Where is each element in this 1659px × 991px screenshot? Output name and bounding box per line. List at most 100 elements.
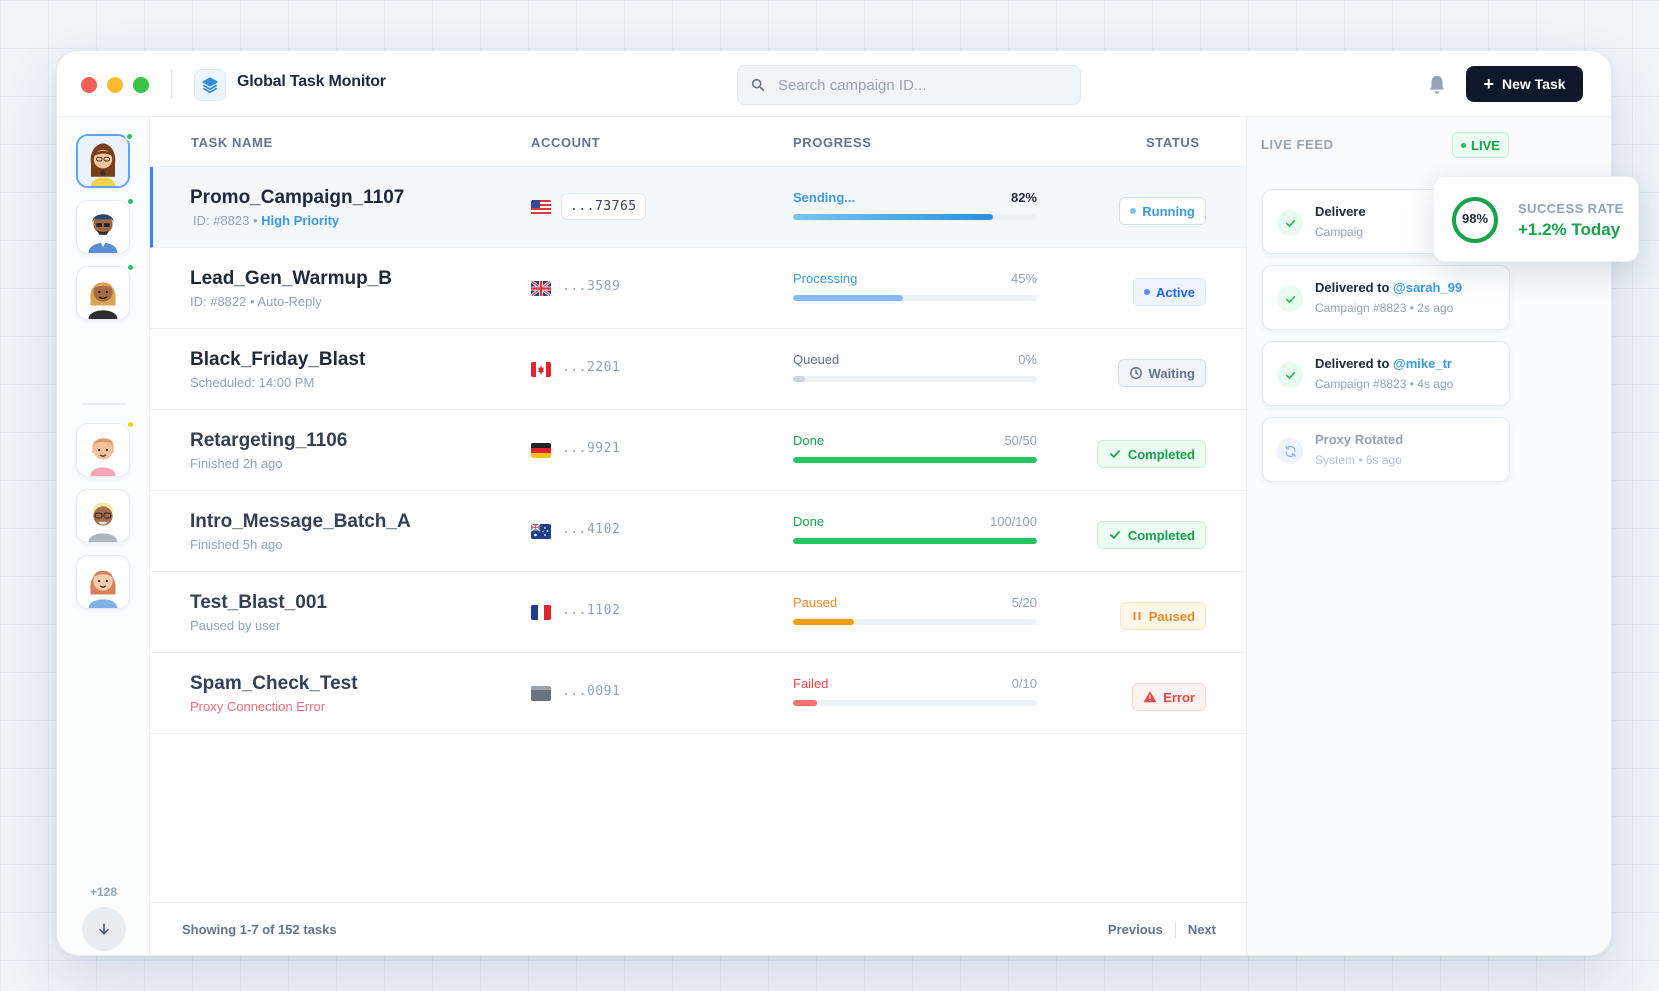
table-row[interactable]: Lead_Gen_Warmup_B ID: #8822 • Auto-Reply… <box>150 248 1246 329</box>
pagination-divider <box>1174 922 1176 937</box>
header-task-name[interactable]: TASK NAME <box>191 135 273 150</box>
progress-value: 0% <box>1018 352 1037 367</box>
table-row[interactable]: Black_Friday_Blast Scheduled: 14:00 PM .… <box>150 329 1246 410</box>
avatar-user-5[interactable] <box>76 489 130 543</box>
status-label: Completed <box>1127 527 1195 543</box>
flag-unknown-icon <box>531 686 551 701</box>
feed-item[interactable]: Delivered to @sarah_99 Campaign #8823 • … <box>1262 265 1510 330</box>
feed-item-text: Delivered to <box>1315 356 1394 371</box>
header-progress[interactable]: PROGRESS <box>793 135 872 150</box>
table-row[interactable]: Spam_Check_Test Proxy Connection Error .… <box>150 653 1246 734</box>
avatar-user-3[interactable] <box>76 263 135 320</box>
more-users-count: +128 <box>89 885 118 899</box>
task-name[interactable]: Test_Blast_001 <box>190 592 327 613</box>
new-task-button[interactable]: + New Task <box>1466 66 1583 102</box>
flag-us-icon <box>531 200 551 215</box>
feed-item-meta: System • 6s ago <box>1315 453 1402 467</box>
minimize-window-button[interactable] <box>107 77 123 93</box>
table-row[interactable]: Intro_Message_Batch_A Finished 5h ago ..… <box>150 491 1246 572</box>
check-icon <box>1109 531 1120 539</box>
task-name[interactable]: Black_Friday_Blast <box>190 349 366 370</box>
task-subtitle-text: ID: #8822 • Auto-Reply <box>190 294 322 309</box>
task-name[interactable]: Promo_Campaign_1107 <box>190 187 405 208</box>
scroll-down-button[interactable] <box>82 907 126 951</box>
status-badge-paused: Paused <box>1119 602 1206 630</box>
live-badge: LIVE <box>1452 132 1509 158</box>
check-icon <box>1277 210 1303 236</box>
table-row[interactable]: Retargeting_1106 Finished 2h ago ...9921… <box>150 410 1246 491</box>
feed-item-text: Delivered to <box>1315 280 1394 295</box>
task-subtitle-text: Finished 2h ago <box>190 456 283 471</box>
success-rate-card: 98% SUCCESS RATE +1.2% Today <box>1433 176 1639 262</box>
progress-fill <box>793 538 1037 544</box>
status-label: Paused <box>1148 608 1195 624</box>
task-name[interactable]: Spam_Check_Test <box>190 673 358 694</box>
header-account[interactable]: ACCOUNT <box>531 135 601 150</box>
pause-icon <box>1133 612 1141 620</box>
previous-page-button[interactable]: Previous <box>1107 922 1163 937</box>
progress-value: 100/100 <box>990 514 1037 529</box>
account-id: ...0091 <box>562 684 621 699</box>
feed-item[interactable]: Proxy Rotated System • 6s ago <box>1262 417 1510 482</box>
feed-item[interactable]: Delivered to @mike_tr Campaign #8823 • 4… <box>1262 341 1510 406</box>
table-row[interactable]: Test_Blast_001 Paused by user ...1102 Pa… <box>150 572 1246 653</box>
flag-ca-icon <box>531 362 551 377</box>
progress-value: 50/50 <box>1004 433 1037 448</box>
status-dot-icon <box>1143 289 1150 295</box>
account-id: ...2201 <box>562 360 621 375</box>
status-badge-waiting: Waiting <box>1117 359 1206 387</box>
task-subtitle: Finished 5h ago <box>190 537 283 552</box>
account-id[interactable]: ...73765 <box>561 193 646 220</box>
progress-label: Sending... <box>793 190 856 205</box>
progress-label: Processing <box>793 271 858 286</box>
progress-label: Failed <box>793 676 829 691</box>
header-status[interactable]: STATUS <box>1146 135 1200 150</box>
new-task-label: New Task <box>1501 76 1566 92</box>
success-rate-percent: 98% <box>1461 211 1489 226</box>
account-id: ...3589 <box>562 279 621 294</box>
task-name[interactable]: Lead_Gen_Warmup_B <box>190 268 393 289</box>
progress-bar <box>793 376 1037 382</box>
feed-item-user[interactable]: @mike_tr <box>1393 356 1452 371</box>
avatar-user-4[interactable] <box>76 420 135 477</box>
status-label: Waiting <box>1148 365 1195 381</box>
avatar-user-2[interactable] <box>76 197 135 254</box>
pagination-summary: Showing 1-7 of 152 tasks <box>182 922 337 937</box>
flag-fr-icon <box>531 605 551 620</box>
user-rail: +128 <box>57 117 150 955</box>
task-subtitle: Finished 2h ago <box>190 456 283 471</box>
task-subtitle-text: Scheduled: 14:00 PM <box>190 375 315 390</box>
title-divider <box>171 69 172 99</box>
search-box[interactable] <box>737 65 1081 105</box>
feed-item-meta: Campaig <box>1315 225 1364 239</box>
maximize-window-button[interactable] <box>133 77 149 93</box>
presence-away-indicator <box>126 420 135 429</box>
feed-item-meta: Campaign #8823 • 4s ago <box>1315 377 1454 391</box>
table-header: TASK NAME ACCOUNT PROGRESS STATUS <box>150 117 1246 167</box>
close-window-button[interactable] <box>81 77 97 93</box>
progress-value: 45% <box>1010 271 1037 286</box>
table-row[interactable]: Promo_Campaign_1107 ID: #8823 • High Pri… <box>150 167 1246 248</box>
task-name[interactable]: Retargeting_1106 <box>190 430 348 451</box>
progress-label: Paused <box>793 595 838 610</box>
search-input[interactable] <box>778 66 1068 104</box>
flag-au-icon <box>531 524 551 539</box>
success-rate-label: SUCCESS RATE <box>1518 201 1624 216</box>
bell-icon[interactable] <box>1426 73 1448 97</box>
table-footer: Showing 1-7 of 152 tasks Previous Next <box>150 902 1246 955</box>
feed-item-user[interactable]: @sarah_99 <box>1393 280 1463 295</box>
avatar-user-6[interactable] <box>76 555 130 609</box>
feed-item-text: Delivere <box>1315 204 1366 219</box>
progress-bar <box>793 538 1037 544</box>
account-id: ...1102 <box>562 603 621 618</box>
status-badge-running: Running <box>1119 197 1206 225</box>
progress-label: Queued <box>793 352 840 367</box>
next-page-button[interactable]: Next <box>1187 922 1216 937</box>
search-icon <box>751 78 765 92</box>
task-subtitle-text: Finished 5h ago <box>190 537 283 552</box>
progress-bar <box>793 214 1037 220</box>
avatar-user-1[interactable] <box>76 132 134 188</box>
task-name[interactable]: Intro_Message_Batch_A <box>190 511 411 532</box>
progress-fill <box>793 214 994 220</box>
task-subtitle: ID: #8822 • Auto-Reply <box>190 294 322 309</box>
